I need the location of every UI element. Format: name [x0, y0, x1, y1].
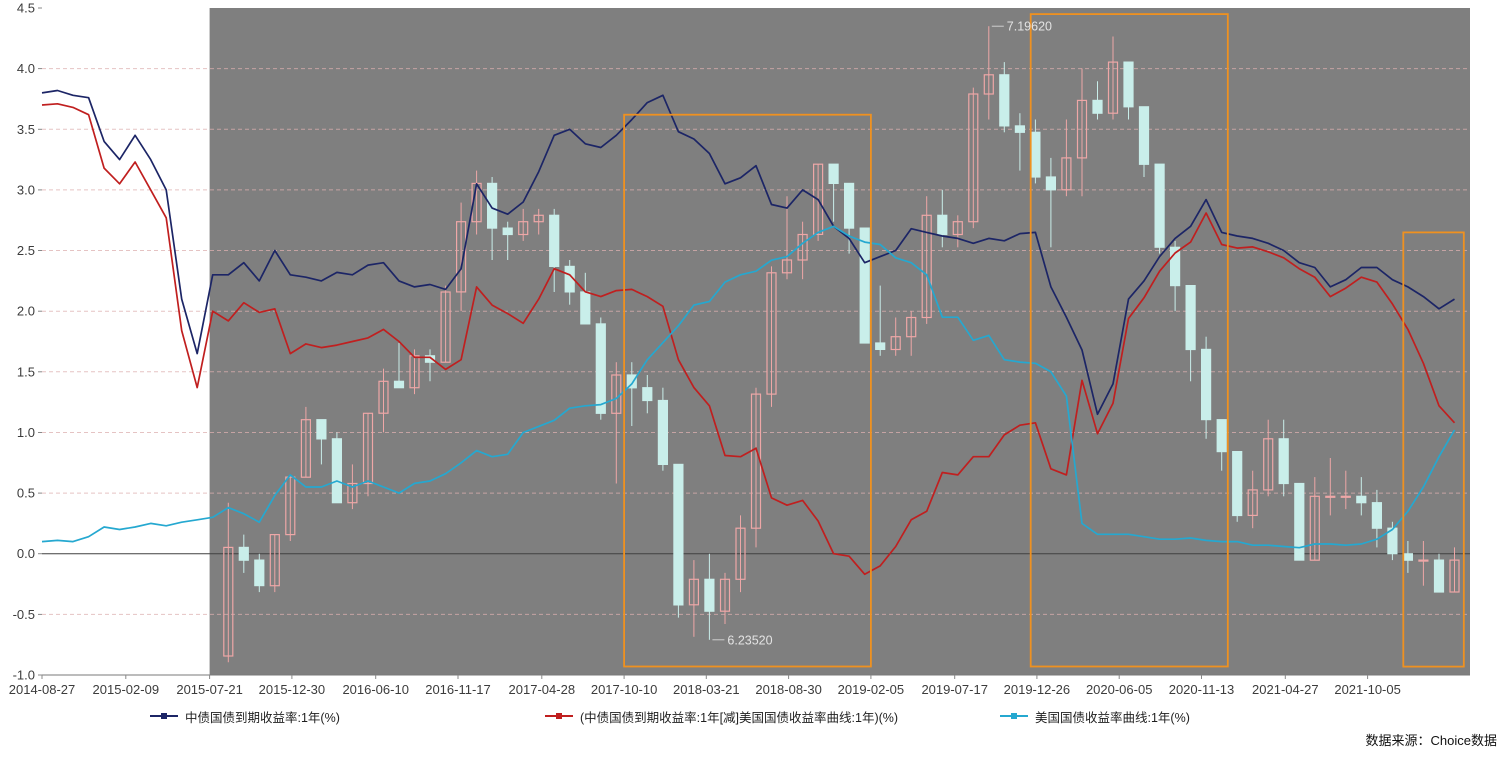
x-tick-label: 2018-08-30: [755, 682, 822, 697]
candle-annotation: 7.19620: [1007, 20, 1052, 34]
candle-annotation: 6.23520: [727, 633, 772, 647]
legend-item-2[interactable]: 美国国债收益率曲线:1年(%): [1000, 709, 1190, 725]
legend-swatch: [1000, 713, 1028, 719]
legend-item-1[interactable]: (中债国债到期收益率:1年[减]美国国债收益率曲线:1年)(%): [545, 709, 899, 725]
legend-label: 中债国债到期收益率:1年(%): [185, 710, 340, 725]
x-tick-label: 2018-03-21: [673, 682, 740, 697]
y-axis: 4.5 4.0 3.5 3.0 2.5 2.0 1.5 1.0 0.5 0.0 -0.5 -1.0: [13, 1, 42, 683]
x-tick-label: 2017-10-10: [591, 682, 658, 697]
candlestick-layer: [223, 26, 1460, 663]
x-axis: 2014-08-27 2015-02-09 2015-07-21 2015-12-30…: [9, 675, 1401, 697]
y-tick-label: 3.0: [17, 182, 35, 197]
y-tick-label: 4.0: [17, 61, 35, 76]
highlight-box: [623, 113, 872, 668]
highlight-boxes: [623, 13, 1465, 668]
legend-item-0[interactable]: 中债国债到期收益率:1年(%): [150, 709, 340, 725]
y-tick-label: 1.0: [17, 425, 35, 440]
x-tick-label: 2021-10-05: [1334, 682, 1401, 697]
line-series-0: [41, 89, 1455, 416]
x-tick-label: 2015-07-21: [176, 682, 243, 697]
y-tick-label: 0.5: [17, 486, 35, 501]
x-tick-label: 2020-06-05: [1086, 682, 1153, 697]
legend-swatch: [150, 713, 178, 719]
x-tick-label: 2021-04-27: [1252, 682, 1319, 697]
highlight-box: [1029, 13, 1229, 668]
x-tick-label: 2019-02-05: [838, 682, 905, 697]
y-tick-label: 3.5: [17, 122, 35, 137]
y-tick-label: 2.5: [17, 243, 35, 258]
x-tick-label: 2016-11-17: [425, 682, 491, 697]
x-tick-label: 2015-02-09: [93, 682, 160, 697]
line-series-2: [41, 225, 1456, 549]
legend-swatch: [545, 713, 573, 719]
x-tick-label: 2019-07-17: [921, 682, 988, 697]
x-tick-label: 2016-06-10: [342, 682, 409, 697]
y-tick-label: 2.0: [17, 304, 35, 319]
line-series-1: [41, 102, 1456, 576]
y-tick-label: 0.0: [17, 546, 35, 561]
y-tick-label: 1.5: [17, 364, 35, 379]
legend-label: 美国国债收益率曲线:1年(%): [1035, 710, 1190, 725]
data-source-note: 数据来源：Choice数据: [1365, 733, 1497, 748]
highlight-box: [1402, 231, 1465, 668]
y-tick-label: -1.0: [13, 668, 35, 683]
y-tick-label: -0.5: [13, 607, 35, 622]
x-tick-label: 2017-04-28: [509, 682, 576, 697]
legend-label: (中债国债到期收益率:1年[减]美国国债收益率曲线:1年)(%): [580, 710, 899, 725]
plot-background: [209, 8, 1471, 675]
x-tick-label: 2014-08-27: [9, 682, 76, 697]
gridlines: [42, 68, 1470, 676]
annotation-layer: 7.19620 6.23520: [712, 20, 1052, 647]
x-tick-label: 2015-12-30: [259, 682, 326, 697]
x-tick-label: 2020-11-13: [1169, 682, 1235, 697]
y-tick-label: 4.5: [17, 1, 35, 16]
x-tick-label: 2019-12-26: [1004, 682, 1071, 697]
